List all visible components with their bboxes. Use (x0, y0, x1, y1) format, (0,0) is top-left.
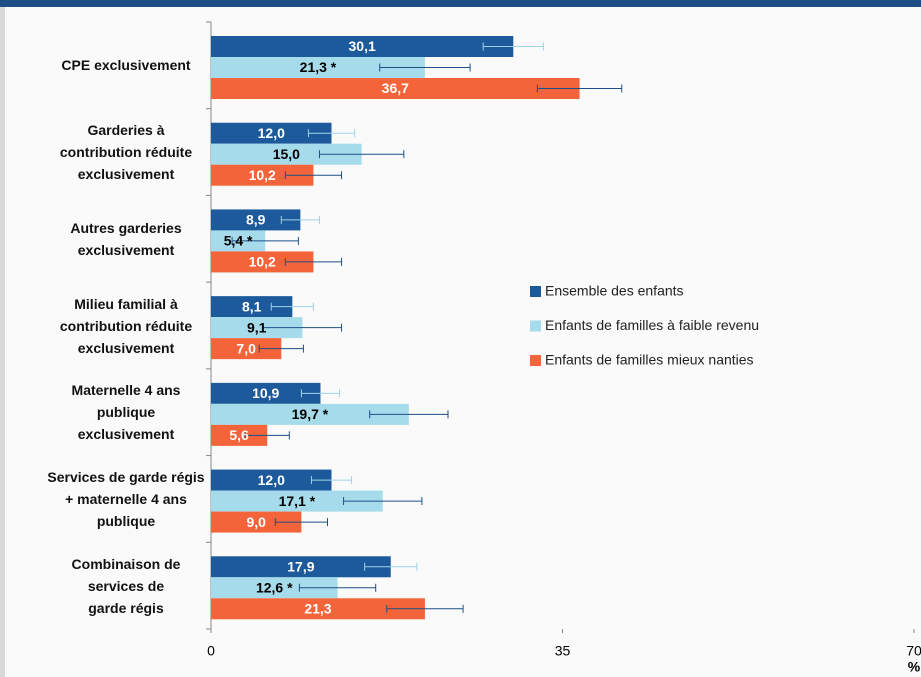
value-label: 17,1 * (279, 493, 316, 509)
value-label: 36,7 (382, 80, 409, 96)
value-label: 10,9 (252, 385, 279, 401)
value-label: 17,9 (287, 558, 314, 574)
legend-label: Ensemble des enfants (545, 283, 684, 299)
category-label: Milieu familial à contribution réduite e… (59, 295, 193, 356)
category-label: Autres garderies exclusivement (70, 219, 182, 258)
bar (211, 469, 332, 491)
bar (211, 78, 580, 99)
x-axis-label: % (908, 659, 921, 675)
bar (211, 556, 391, 578)
value-label: 15,0 (273, 146, 300, 162)
value-label: 10,2 (249, 167, 276, 183)
bar (211, 36, 514, 57)
value-label: 10,2 (249, 254, 276, 270)
legend-label: Enfants de familles mieux nanties (545, 352, 754, 368)
value-label: 7,0 (236, 340, 256, 356)
bar (211, 251, 314, 273)
bar (211, 424, 268, 446)
bar (211, 143, 362, 165)
legend-swatch (530, 286, 541, 297)
bar (211, 57, 425, 78)
value-label: 5,6 (229, 427, 249, 443)
value-label: 19,7 * (292, 406, 329, 422)
bar (211, 122, 332, 144)
legend-swatch (530, 355, 541, 366)
value-label: 21,3 (304, 600, 331, 616)
category-label: Services de garde régis + maternelle 4 a… (47, 468, 205, 529)
category-label: CPE exclusivement (61, 57, 191, 74)
bar (211, 382, 321, 404)
legend-swatch (530, 320, 541, 332)
bar (211, 296, 293, 318)
value-label: 9,1 (247, 319, 267, 335)
value-label: 8,1 (242, 298, 262, 314)
bar (211, 403, 409, 425)
value-label: 30,1 (349, 38, 376, 54)
bar (211, 577, 338, 599)
bar (211, 490, 383, 512)
category-label: Maternelle 4 ans publique exclusivement (71, 382, 181, 443)
category-label: Garderies à contribution réduite exclusi… (59, 122, 193, 183)
x-tick-label: 0 (207, 643, 215, 659)
bar (211, 209, 301, 231)
value-label: 9,0 (246, 514, 266, 530)
value-label: 12,0 (258, 125, 285, 141)
bar (211, 338, 282, 360)
left-border (0, 7, 5, 677)
bar (211, 511, 302, 533)
x-tick-label: 35 (555, 643, 571, 659)
value-label: 5,4 * (224, 233, 253, 249)
value-label: 12,0 (258, 472, 285, 488)
legend-label: Enfants de familles à faible revenu (545, 317, 759, 333)
x-tick-label: 70 (906, 643, 921, 659)
bar (211, 164, 314, 186)
header-strip (0, 0, 921, 7)
bar (211, 598, 425, 620)
value-label: 12,6 * (256, 579, 293, 595)
value-label: 21,3 * (300, 59, 337, 75)
category-label: Combinaison de services de garde régis (71, 555, 181, 616)
value-label: 8,9 (246, 212, 266, 228)
bar (211, 317, 303, 339)
